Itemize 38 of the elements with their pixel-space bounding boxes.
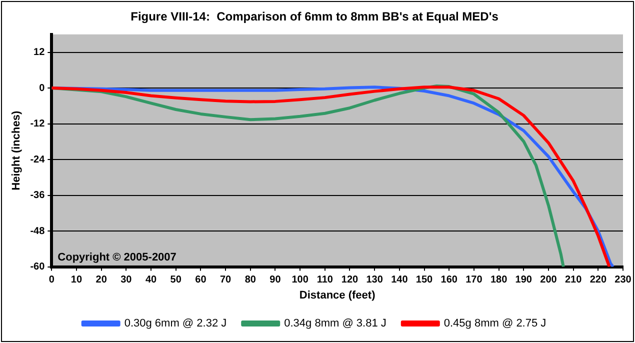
y-axis-title: Height (inches): [10, 110, 23, 190]
x-tick-label: 0: [48, 274, 55, 286]
y-tick-label: -60: [30, 262, 46, 273]
x-tick-label: 180: [490, 274, 508, 286]
x-tick-label: 70: [220, 274, 232, 286]
annotation: Copyright © 2005-2007: [58, 251, 176, 264]
x-tick-label: 150: [416, 274, 434, 286]
legend-label: 0.34g 8mm @ 3.81 J: [284, 318, 386, 330]
x-tick-label: 90: [270, 274, 282, 286]
x-tick-label: 190: [515, 274, 532, 286]
x-tick-label: 80: [244, 274, 256, 286]
x-tick-label: 110: [316, 274, 334, 286]
x-tick-label: 210: [564, 274, 582, 286]
x-tick-label: 160: [440, 274, 458, 286]
x-tick-label: 200: [540, 274, 558, 286]
y-tick-label: -36: [30, 190, 46, 202]
legend-label: 0.45g 8mm @ 2.75 J: [444, 318, 546, 330]
x-tick-label: 30: [120, 274, 132, 286]
y-tick-label: -12: [30, 118, 46, 130]
x-tick-label: 120: [341, 274, 359, 286]
x-tick-label: 40: [145, 274, 158, 286]
chart-title: Figure VIII-14: Comparison of 6mm to 8mm BB's at Equal MED's: [130, 10, 499, 24]
x-tick-label: 100: [292, 274, 309, 286]
y-tick-label: 0: [39, 82, 46, 94]
y-tick-label: 12: [34, 47, 46, 58]
y-tick-label: -24: [30, 154, 46, 166]
y-tick-label: -48: [30, 226, 46, 237]
x-axis-title: Distance (feet): [299, 289, 376, 302]
x-tick-label: 220: [590, 274, 607, 286]
x-tick-label: 60: [195, 274, 207, 286]
x-tick-label: 170: [466, 274, 483, 286]
legend-label: 0.30g 6mm @ 2.32 J: [124, 318, 227, 330]
x-tick-label: 20: [96, 274, 108, 286]
x-tick-label: 140: [391, 274, 408, 286]
x-tick-label: 50: [170, 274, 182, 286]
x-tick-label: 10: [70, 274, 82, 286]
x-tick-label: 230: [614, 274, 632, 286]
x-tick-label: 130: [366, 274, 384, 286]
